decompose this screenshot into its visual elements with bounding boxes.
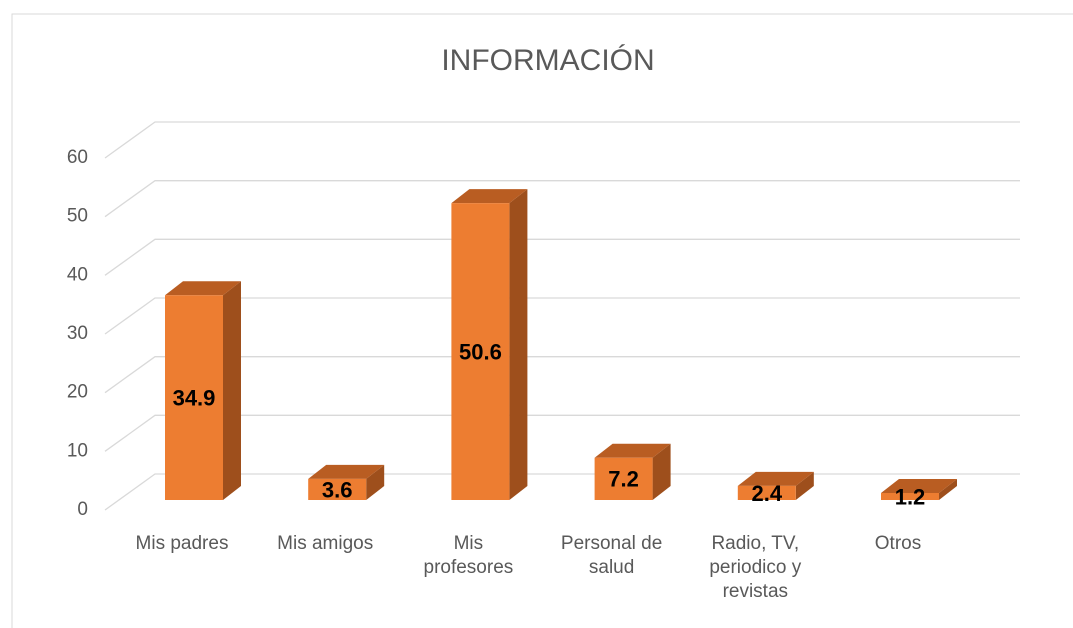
bar-side bbox=[939, 478, 957, 500]
bar bbox=[165, 281, 241, 500]
bar-front bbox=[737, 485, 796, 500]
grid-line bbox=[104, 180, 1020, 218]
data-label: 1.2 bbox=[895, 484, 926, 509]
bar-side bbox=[509, 189, 528, 500]
bar-front bbox=[451, 203, 510, 500]
bar bbox=[594, 443, 671, 500]
data-label: 50.6 bbox=[459, 339, 502, 364]
data-label: 34.9 bbox=[173, 385, 216, 410]
grid-line bbox=[104, 414, 1020, 452]
bar-side bbox=[366, 464, 385, 500]
bar-top bbox=[881, 478, 957, 493]
y-tick-label: 30 bbox=[67, 323, 88, 344]
data-label: 2.4 bbox=[752, 481, 783, 506]
bar-front bbox=[165, 295, 223, 500]
x-tick-label: Mis profesores bbox=[423, 533, 514, 578]
y-tick-label: 60 bbox=[67, 147, 88, 168]
bar-front bbox=[881, 492, 939, 500]
bar-top bbox=[594, 443, 671, 458]
bar-front bbox=[594, 457, 653, 500]
grid-line bbox=[104, 356, 1020, 394]
x-tick-label: Mis padres bbox=[135, 533, 229, 554]
x-tick-label: Personal de salud bbox=[560, 533, 663, 578]
bar-top bbox=[165, 281, 241, 296]
y-tick-label: 50 bbox=[67, 206, 88, 227]
x-tick-label: Otros bbox=[874, 533, 922, 554]
grid-line bbox=[104, 473, 1020, 511]
x-tick-label: Mis amigos bbox=[277, 533, 374, 554]
grid-line bbox=[104, 297, 1020, 335]
chart-title: INFORMACIÓN bbox=[441, 44, 654, 77]
y-tick-label: 20 bbox=[67, 382, 88, 403]
grid-line bbox=[104, 238, 1020, 276]
bar-side bbox=[652, 443, 671, 500]
bar-side bbox=[223, 281, 241, 500]
bar bbox=[881, 478, 957, 500]
y-tick-label: 10 bbox=[67, 440, 88, 461]
y-tick-label: 0 bbox=[77, 499, 88, 520]
bar-front bbox=[308, 478, 367, 500]
bar bbox=[308, 464, 385, 500]
x-tick-label: Radio, TV, periodico y revistas bbox=[709, 533, 802, 602]
data-label: 7.2 bbox=[608, 467, 639, 492]
bar-top bbox=[737, 471, 814, 486]
bar bbox=[451, 189, 528, 500]
bar-side bbox=[795, 471, 814, 500]
bar-top bbox=[308, 464, 385, 479]
bar bbox=[737, 471, 814, 500]
bar-top bbox=[451, 189, 528, 204]
chart-frame bbox=[11, 13, 1073, 628]
grid-line bbox=[104, 121, 1020, 159]
y-tick-label: 40 bbox=[67, 264, 88, 285]
data-label: 3.6 bbox=[322, 477, 353, 502]
